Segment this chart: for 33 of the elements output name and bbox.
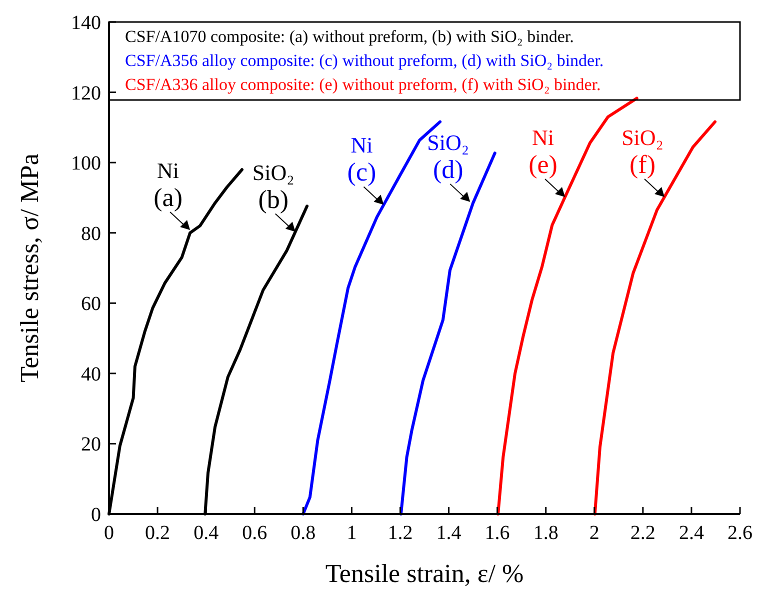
annotation: CSF/A1070 composite: (a) without preform, (b) with SiO₂ binder. bbox=[125, 27, 574, 46]
y-tick-label: 0 bbox=[91, 504, 101, 526]
annotation: CSF/A336 alloy composite: (e) without preform, (f) with SiO₂ binder. bbox=[125, 75, 601, 94]
y-tick-label: 60 bbox=[81, 293, 101, 316]
x-tick-label: 0.4 bbox=[194, 522, 219, 544]
x-tick-label: 2.2 bbox=[630, 522, 656, 544]
y-tick-label: 100 bbox=[71, 152, 101, 175]
x-tick-label: 2 bbox=[589, 522, 600, 544]
x-tick-label: 1 bbox=[346, 522, 357, 544]
y-axis-title: Tensile stress, σ/ MPa bbox=[15, 153, 44, 382]
x-axis-title: Tensile strain, ε/ % bbox=[325, 559, 524, 588]
x-tick-label: 1.4 bbox=[436, 522, 462, 544]
x-tick-label: 0.6 bbox=[242, 522, 268, 544]
annotation: Ni (c) bbox=[347, 132, 376, 187]
annotation: SiO₂ (b) bbox=[252, 160, 294, 214]
annotation: CSF/A356 alloy composite: (c) without preform, (d) with SiO₂ binder. bbox=[125, 51, 604, 70]
x-tick-label: 2.6 bbox=[728, 522, 752, 544]
annotation: Ni (e) bbox=[528, 125, 558, 180]
y-tick-label: 20 bbox=[81, 434, 101, 456]
x-tick-label: 1.8 bbox=[533, 522, 558, 544]
y-tick-label: 140 bbox=[71, 12, 101, 34]
y-tick-label: 120 bbox=[71, 82, 101, 104]
annotation: Ni (a) bbox=[154, 158, 182, 212]
line-series bbox=[593, 120, 717, 516]
annotation: SiO₂ (f) bbox=[622, 125, 664, 180]
annotation: SiO₂ (d) bbox=[427, 130, 470, 184]
x-tick-label: 0.2 bbox=[145, 522, 170, 544]
y-tick-label: 40 bbox=[81, 363, 101, 386]
y-tick-label: 80 bbox=[81, 222, 101, 245]
x-tick-label: 2.4 bbox=[678, 522, 704, 544]
x-tick-label: 1.6 bbox=[484, 522, 510, 544]
x-tick-label: 0.8 bbox=[290, 522, 316, 544]
x-tick-label: 1.2 bbox=[388, 522, 413, 544]
